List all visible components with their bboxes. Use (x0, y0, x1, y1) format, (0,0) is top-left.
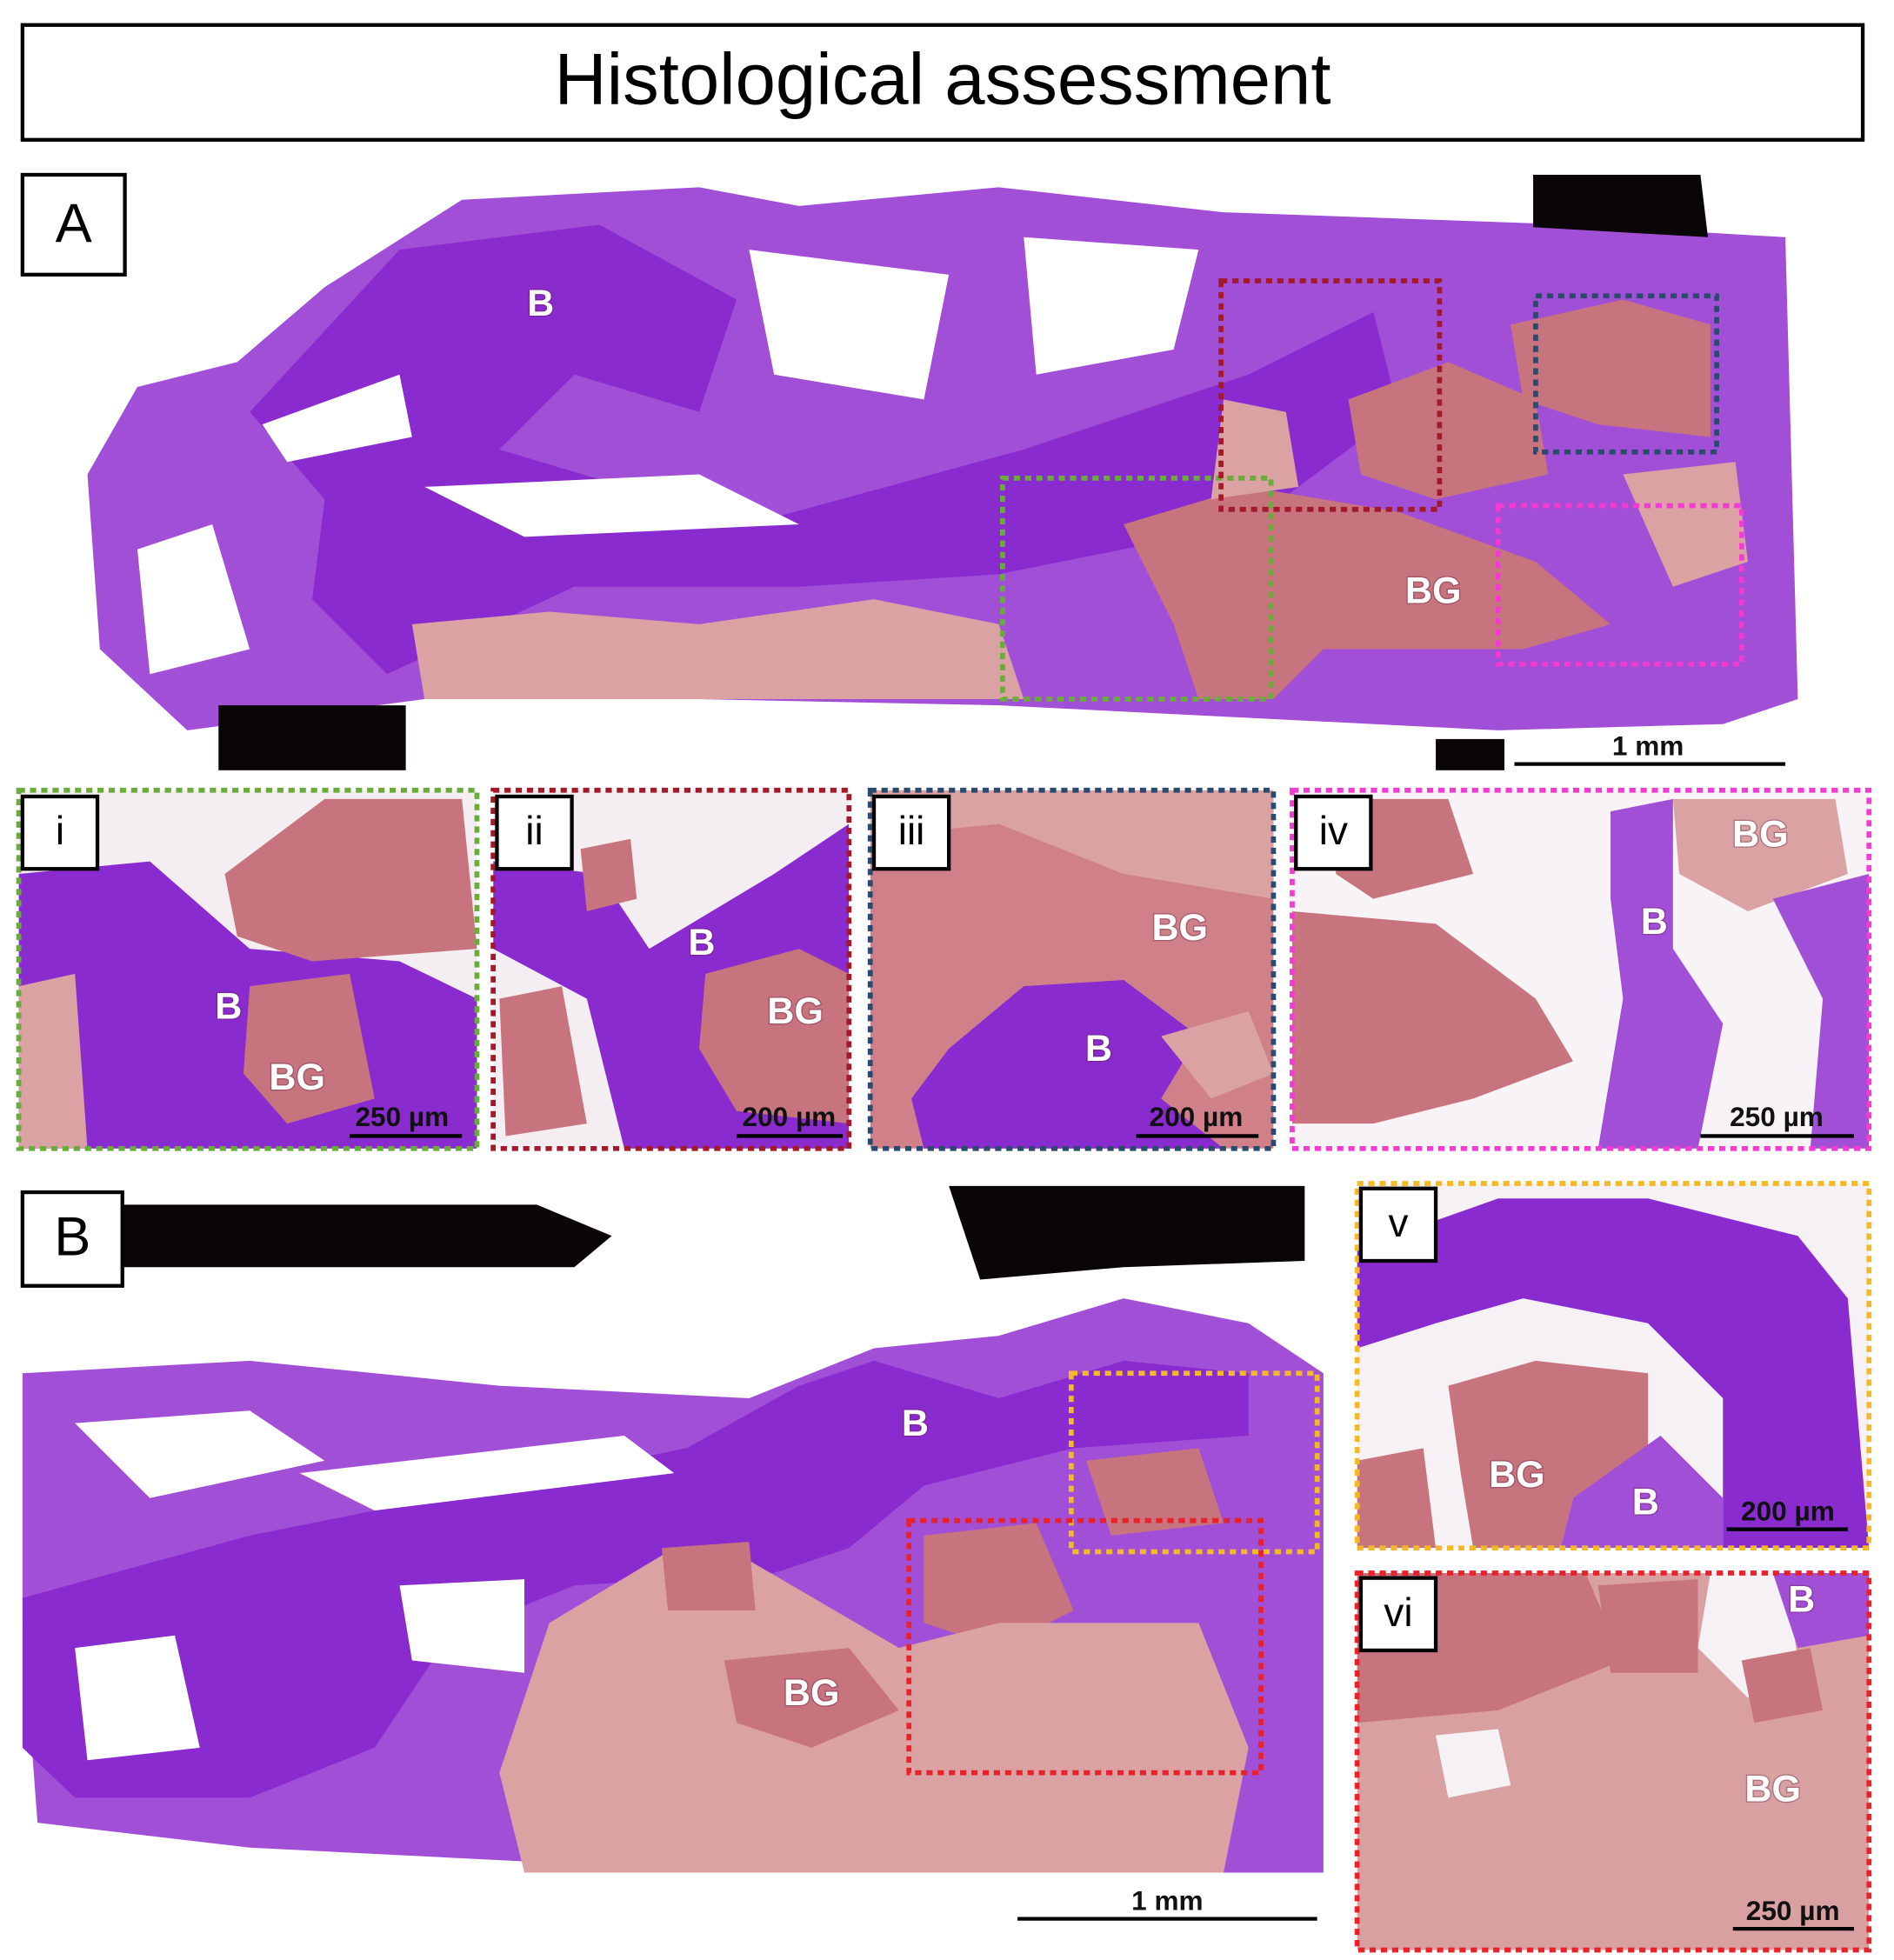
scale-label: 1 mm (1131, 1885, 1204, 1917)
roi-boxes (1000, 278, 1744, 702)
inset-label: iv (1319, 808, 1348, 853)
scale-label: 1 mm (1612, 730, 1684, 762)
tissue-label: B (1085, 1028, 1112, 1070)
roi-boxes (906, 1370, 1320, 1776)
inset-label: v (1389, 1200, 1409, 1245)
panel-b-image (22, 1185, 1324, 1873)
tissue-label: BG (1744, 1769, 1801, 1810)
scale-label: 250 µm (1730, 1101, 1824, 1132)
tissue-label: BG (269, 1057, 325, 1098)
tissue-label: B (1641, 901, 1668, 943)
panel-label-box (20, 172, 127, 277)
scale-bars (1726, 1527, 1855, 1931)
title: Histological assessment (554, 39, 1330, 120)
scale-label: 200 µm (1741, 1496, 1835, 1527)
tissue-label: BG (1405, 570, 1462, 611)
inset-label-boxes (20, 794, 1373, 871)
inset-image (493, 790, 850, 1149)
tissue-label: B (215, 985, 242, 1027)
tissue-label: B (527, 283, 554, 324)
tissue-label: BG (767, 990, 824, 1032)
tissue-label: BG (1151, 907, 1208, 949)
tissue-label: BG (1732, 813, 1789, 855)
inset-borders (1354, 1181, 1872, 1953)
title-box (20, 23, 1865, 142)
scale-label: 250 µm (355, 1101, 449, 1132)
tissue-label: B (1788, 1578, 1815, 1620)
tissue-label: BG (1489, 1454, 1545, 1496)
scale-label: 200 µm (1150, 1101, 1244, 1132)
inset-image (870, 790, 1274, 1149)
panel-label-box (20, 1190, 124, 1288)
tissue-label: B (902, 1403, 929, 1444)
inset-image (1291, 790, 1870, 1149)
inset-label: ii (525, 808, 543, 853)
panel-label: A (56, 193, 92, 254)
tissue-label: B (1632, 1481, 1659, 1523)
panel-label: B (54, 1207, 90, 1268)
tissue-label: BG (784, 1672, 840, 1714)
inset-label: vi (1384, 1590, 1412, 1635)
scale-label: 200 µm (743, 1101, 837, 1132)
inset-image (1357, 1183, 1870, 1549)
inset-label: i (56, 808, 64, 853)
scale-label: 250 µm (1746, 1895, 1840, 1926)
tissue-label: B (688, 922, 715, 963)
panel-a-image (87, 174, 1798, 770)
inset-label: iii (898, 808, 925, 853)
inset-borders (16, 787, 1872, 1151)
inset-label-boxes (1358, 1186, 1438, 1653)
